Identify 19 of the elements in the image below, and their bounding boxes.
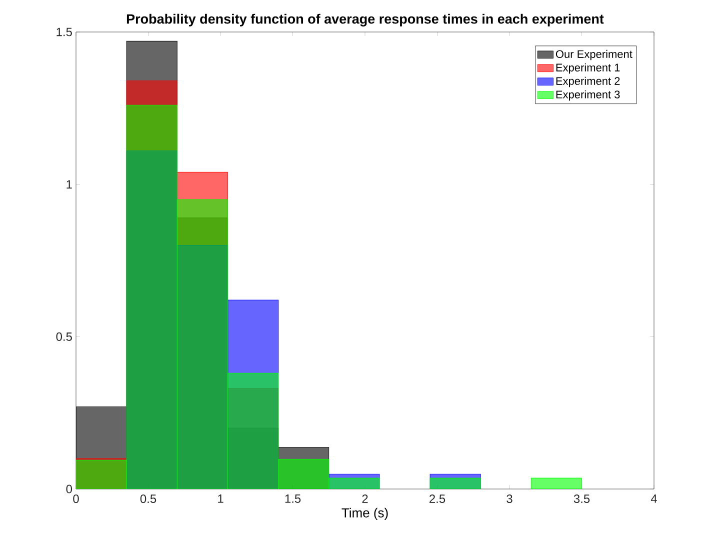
legend-label: Our Experiment [556,50,632,60]
legend-label: Experiment 2 [556,76,620,88]
x-tick-label: 2 [362,494,368,503]
x-tick-label: 3 [506,494,512,504]
x-tick-label: 1 [218,494,224,503]
chart-title: Probability density function of average response times in each experiment [126,14,604,26]
x-tick-label: 0.5 [140,494,156,504]
x-tick-label: 1.5 [285,494,301,503]
legend-label: Experiment 1 [556,63,620,74]
y-tick-label: 1.5 [56,28,72,36]
y-tick-label: 0.5 [56,332,72,341]
y-tick-label: 1 [66,180,72,188]
x-tick-label: 0 [73,494,79,504]
legend-label: Experiment 3 [556,90,620,101]
x-axis-title: Time (s) [342,508,388,520]
x-tick-label: 2.5 [430,494,446,504]
y-tick-label: 0 [66,484,72,494]
x-tick-label: 4 [650,494,657,503]
x-tick-label: 3.5 [574,494,590,504]
